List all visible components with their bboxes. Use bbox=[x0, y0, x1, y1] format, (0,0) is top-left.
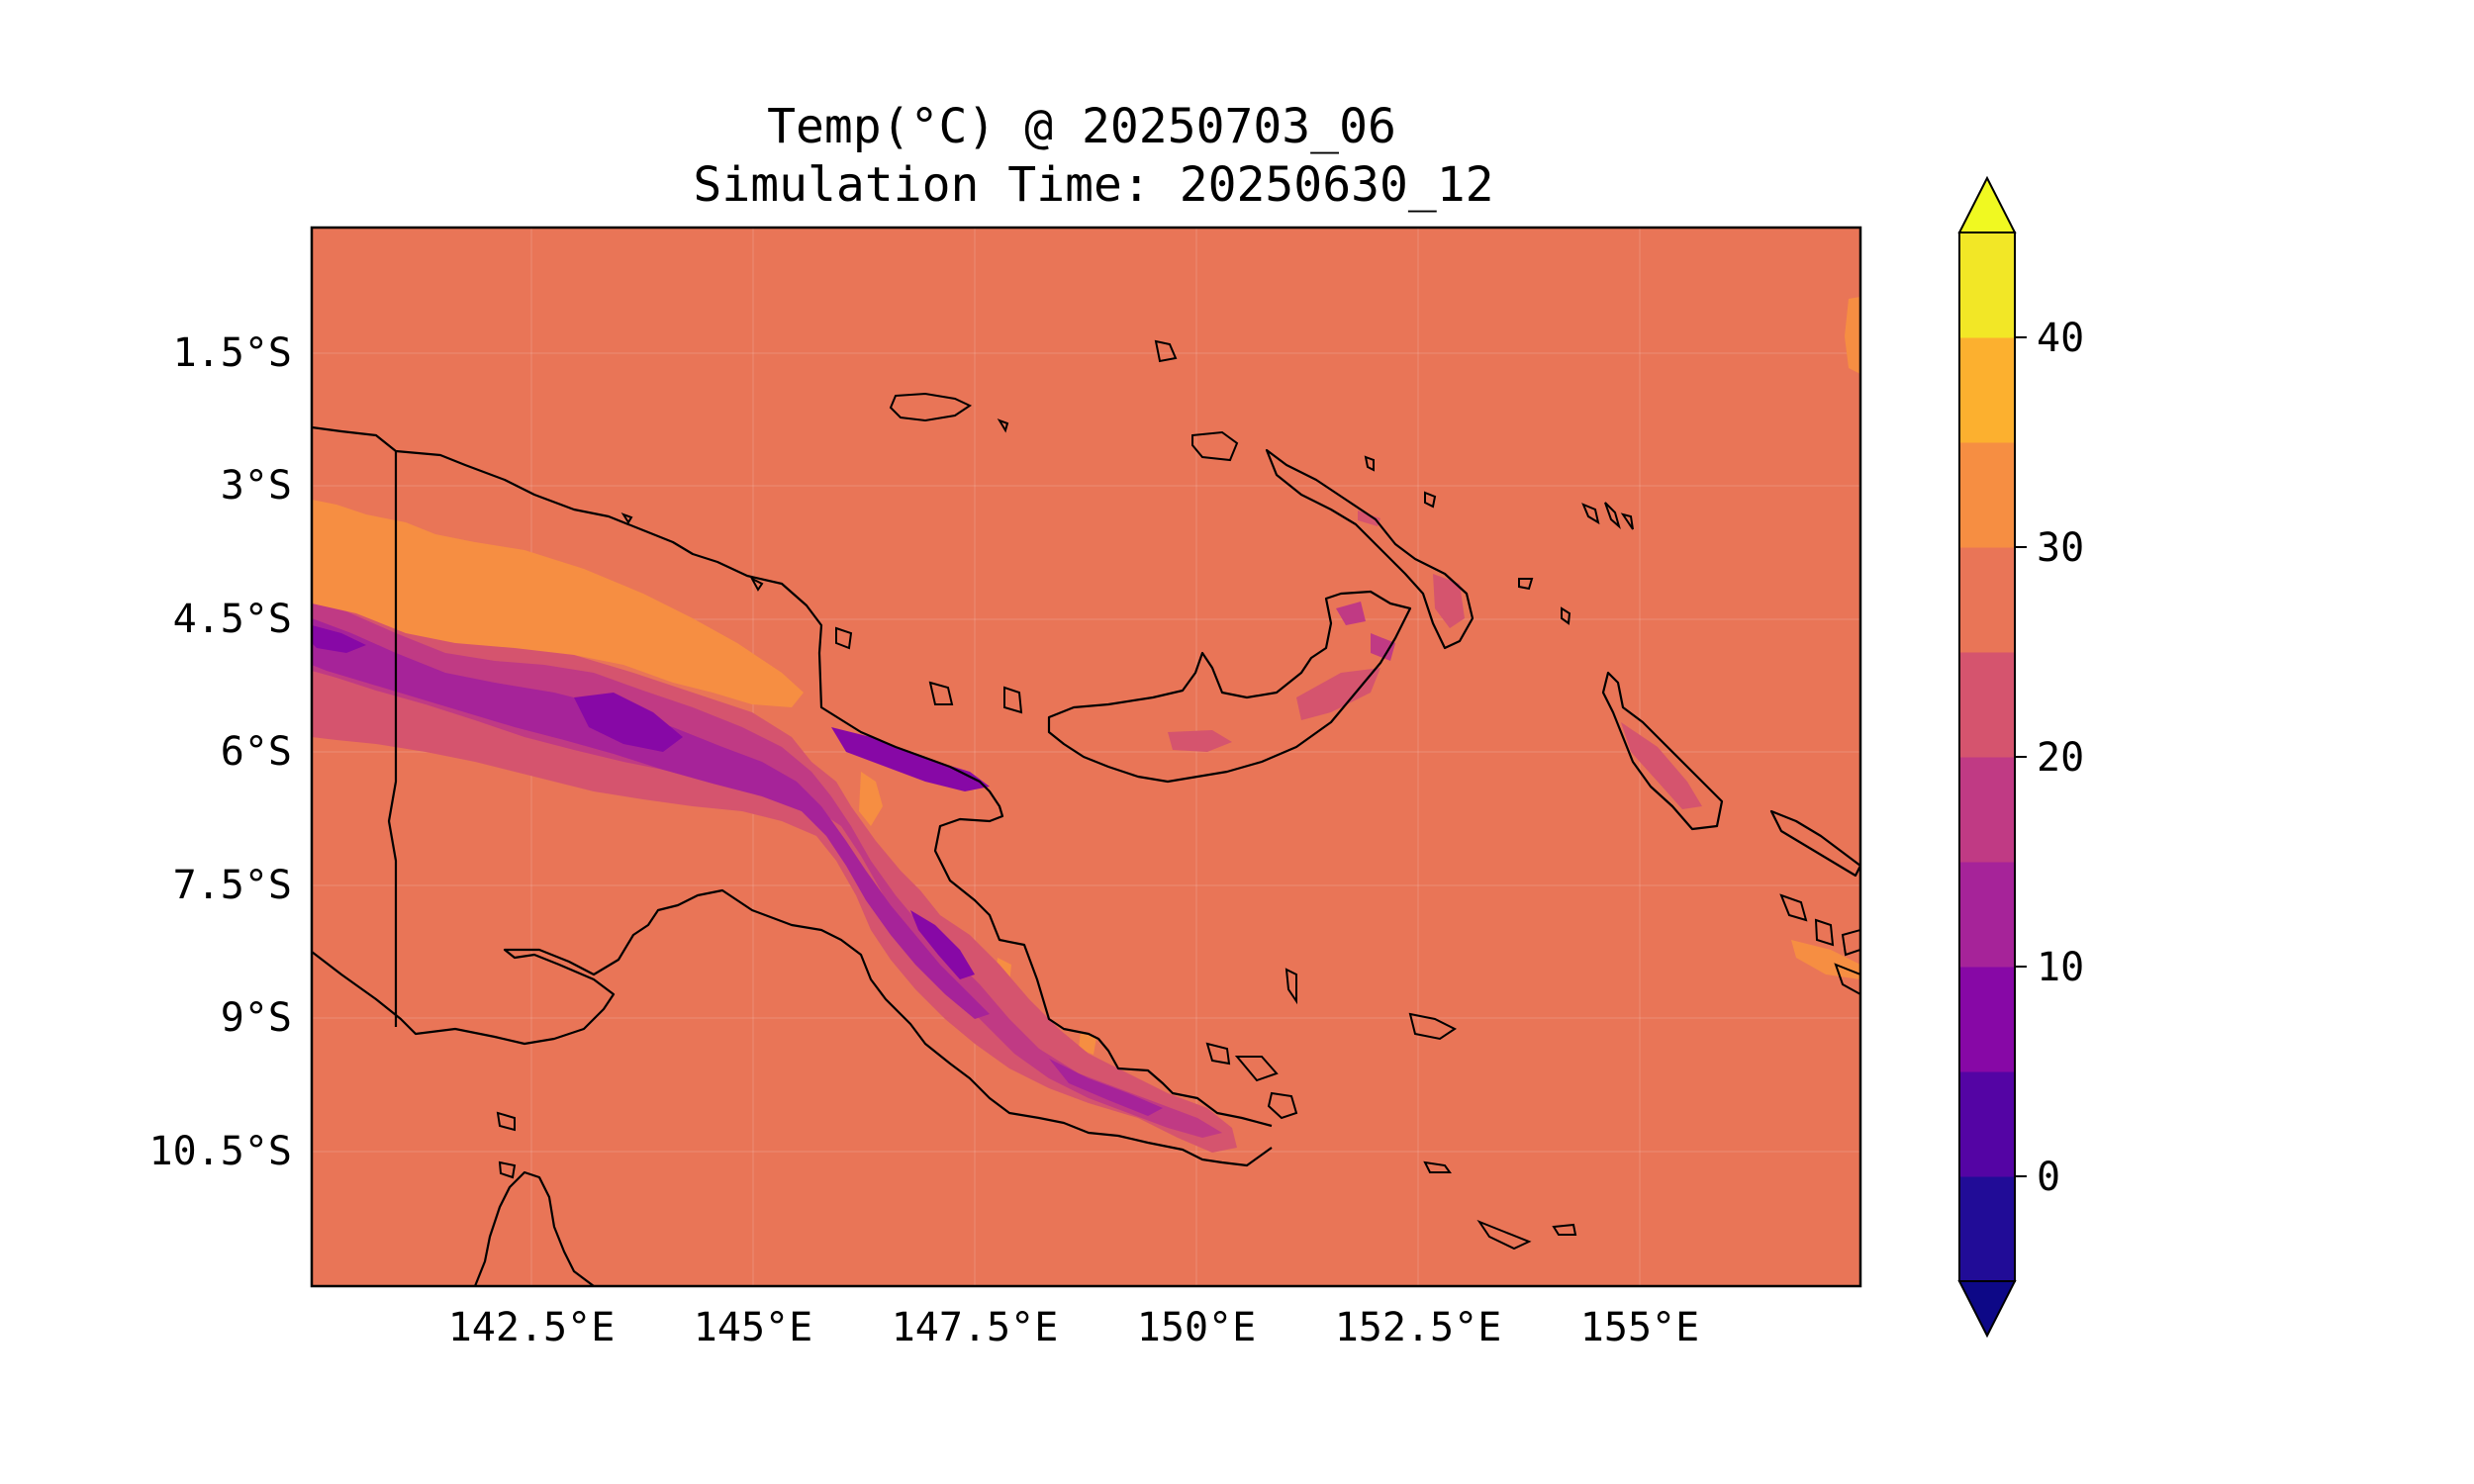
island-north-j bbox=[1364, 455, 1375, 472]
island-north-f bbox=[928, 681, 954, 705]
island-small bbox=[1620, 512, 1634, 530]
colorbar-segment bbox=[1959, 1176, 2015, 1282]
island-solomons-e bbox=[1834, 963, 1860, 996]
island-solomons-d bbox=[1841, 928, 1860, 957]
island-torres-a bbox=[496, 1111, 516, 1132]
coastline-newbritain bbox=[1047, 590, 1412, 784]
island-north-c bbox=[1561, 606, 1571, 625]
colorbar-segment bbox=[1959, 337, 2015, 443]
island-north-h bbox=[620, 512, 633, 524]
colorbar-segment bbox=[1959, 442, 2015, 548]
colorbar-over-triangle bbox=[1957, 175, 2017, 233]
coastline-newguinea-north bbox=[312, 425, 1273, 1128]
map-frame bbox=[310, 226, 1862, 1288]
lon-tick-label: 155°E bbox=[1580, 1305, 1699, 1350]
coastline-bougainville bbox=[1601, 671, 1724, 831]
colorbar-segment bbox=[1959, 757, 2015, 863]
colorbar-tick-label: 20 bbox=[2037, 735, 2084, 781]
coastline-capeyork bbox=[473, 1170, 595, 1286]
map-panel bbox=[312, 228, 1860, 1286]
contour-5-10-ridge bbox=[831, 727, 990, 791]
contour-newbritain-a bbox=[1168, 730, 1232, 752]
lat-tick-label: 9°S bbox=[221, 995, 292, 1041]
contour-30-35-far-east bbox=[1845, 297, 1860, 374]
island-north-i bbox=[997, 418, 1009, 433]
contour-5-10-central bbox=[574, 693, 683, 752]
contour-10-15-east bbox=[1049, 1059, 1163, 1116]
colorbar-tick-label: 0 bbox=[2037, 1155, 2060, 1200]
temperature-contours bbox=[312, 297, 1860, 1153]
contour-5-10-south bbox=[910, 910, 975, 979]
colorbar-tick-label: 30 bbox=[2037, 525, 2084, 571]
colorbar-segment bbox=[1959, 862, 2015, 968]
lat-tick-label: 3°S bbox=[221, 463, 292, 509]
colorbar: 0 10 20 30 40 bbox=[1957, 175, 2084, 1339]
island-north-k bbox=[1424, 491, 1437, 509]
lon-tick-label: 152.5°E bbox=[1335, 1305, 1502, 1350]
contour-newbritain-c bbox=[1336, 602, 1366, 625]
island-solomons-c bbox=[1814, 918, 1835, 947]
island-north-d bbox=[1003, 686, 1023, 714]
colorbar-ticks: 0 10 20 30 40 bbox=[2015, 316, 2084, 1200]
island-louisiade-b bbox=[1476, 1219, 1532, 1251]
lon-tick-labels: 142.5°E 145°E 147.5°E 150°E 152.5°E 155°… bbox=[448, 1305, 1700, 1350]
coastlines bbox=[312, 339, 1860, 1286]
island-dentrecasteaux-c bbox=[1267, 1091, 1298, 1120]
map-title: Temp(°C) @ 20250703_06 bbox=[767, 99, 1396, 154]
lat-tick-label: 6°S bbox=[221, 729, 292, 775]
contour-30-35-se bbox=[1791, 940, 1860, 979]
colorbar-segment bbox=[1959, 652, 2015, 758]
lat-tick-labels: 1.5°S 3°S 4.5°S 6°S 7.5°S 9°S 10.5°S bbox=[149, 330, 293, 1174]
lat-tick-label: 1.5°S bbox=[173, 330, 292, 376]
lon-tick-label: 142.5°E bbox=[448, 1305, 616, 1350]
colorbar-segment bbox=[1959, 547, 2015, 653]
coastline-solomons-a bbox=[1769, 809, 1860, 878]
island-louisiade-a bbox=[1423, 1160, 1452, 1173]
lat-tick-label: 10.5°S bbox=[149, 1129, 293, 1174]
island-woodlark bbox=[1285, 968, 1297, 1005]
island-north-e bbox=[835, 626, 853, 650]
contour-newireland bbox=[1433, 574, 1465, 628]
colorbar-segment bbox=[1959, 967, 2015, 1072]
colorbar-segments bbox=[1959, 232, 2015, 1282]
colorbar-tick-label: 10 bbox=[2037, 945, 2084, 990]
colorbar-under-triangle bbox=[1957, 1280, 2017, 1339]
colorbar-segment bbox=[1959, 1071, 2015, 1177]
colorbar-segment bbox=[1959, 232, 2015, 338]
island-torres-b bbox=[498, 1160, 517, 1179]
border-line bbox=[387, 451, 398, 1027]
contour-10-15-core bbox=[312, 618, 990, 1019]
lon-tick-label: 150°E bbox=[1137, 1305, 1256, 1350]
contour-30-35-north bbox=[312, 500, 804, 707]
island-manus bbox=[889, 392, 973, 422]
island-north-g bbox=[749, 576, 764, 592]
island-louisiade-c bbox=[1552, 1223, 1577, 1236]
lon-tick-label: 145°E bbox=[694, 1305, 812, 1350]
island-trobriand bbox=[1408, 1012, 1457, 1041]
contour-5-10-west bbox=[312, 625, 366, 653]
coastline-newguinea-south bbox=[312, 888, 1273, 1167]
map-subtitle: Simulation Time: 20250630_12 bbox=[693, 157, 1493, 213]
island-dentrecasteaux-b bbox=[1234, 1056, 1279, 1082]
contour-30-35-spot2 bbox=[1079, 1031, 1096, 1055]
contour-newbritain-b bbox=[1296, 668, 1380, 720]
island-small bbox=[1154, 339, 1178, 363]
island-dentrecasteaux-a bbox=[1205, 1042, 1231, 1066]
contour-newireland-b bbox=[1358, 510, 1380, 526]
island-small bbox=[1604, 502, 1621, 529]
island-north-a bbox=[1581, 503, 1600, 525]
coastline-newireland bbox=[1265, 448, 1475, 650]
lat-tick-label: 7.5°S bbox=[173, 863, 292, 908]
lat-tick-label: 4.5°S bbox=[173, 597, 292, 642]
lon-tick-label: 147.5°E bbox=[892, 1305, 1059, 1350]
contour-bougainville bbox=[1621, 722, 1702, 809]
island-small bbox=[1191, 430, 1239, 462]
island-north-b bbox=[1518, 578, 1534, 591]
contour-newbritain-d bbox=[1371, 633, 1395, 661]
contour-30-35-south bbox=[859, 772, 883, 826]
colorbar-tick-label: 40 bbox=[2037, 316, 2084, 361]
contour-15-20-band bbox=[312, 603, 1222, 1138]
island-solomons-b bbox=[1779, 893, 1808, 922]
